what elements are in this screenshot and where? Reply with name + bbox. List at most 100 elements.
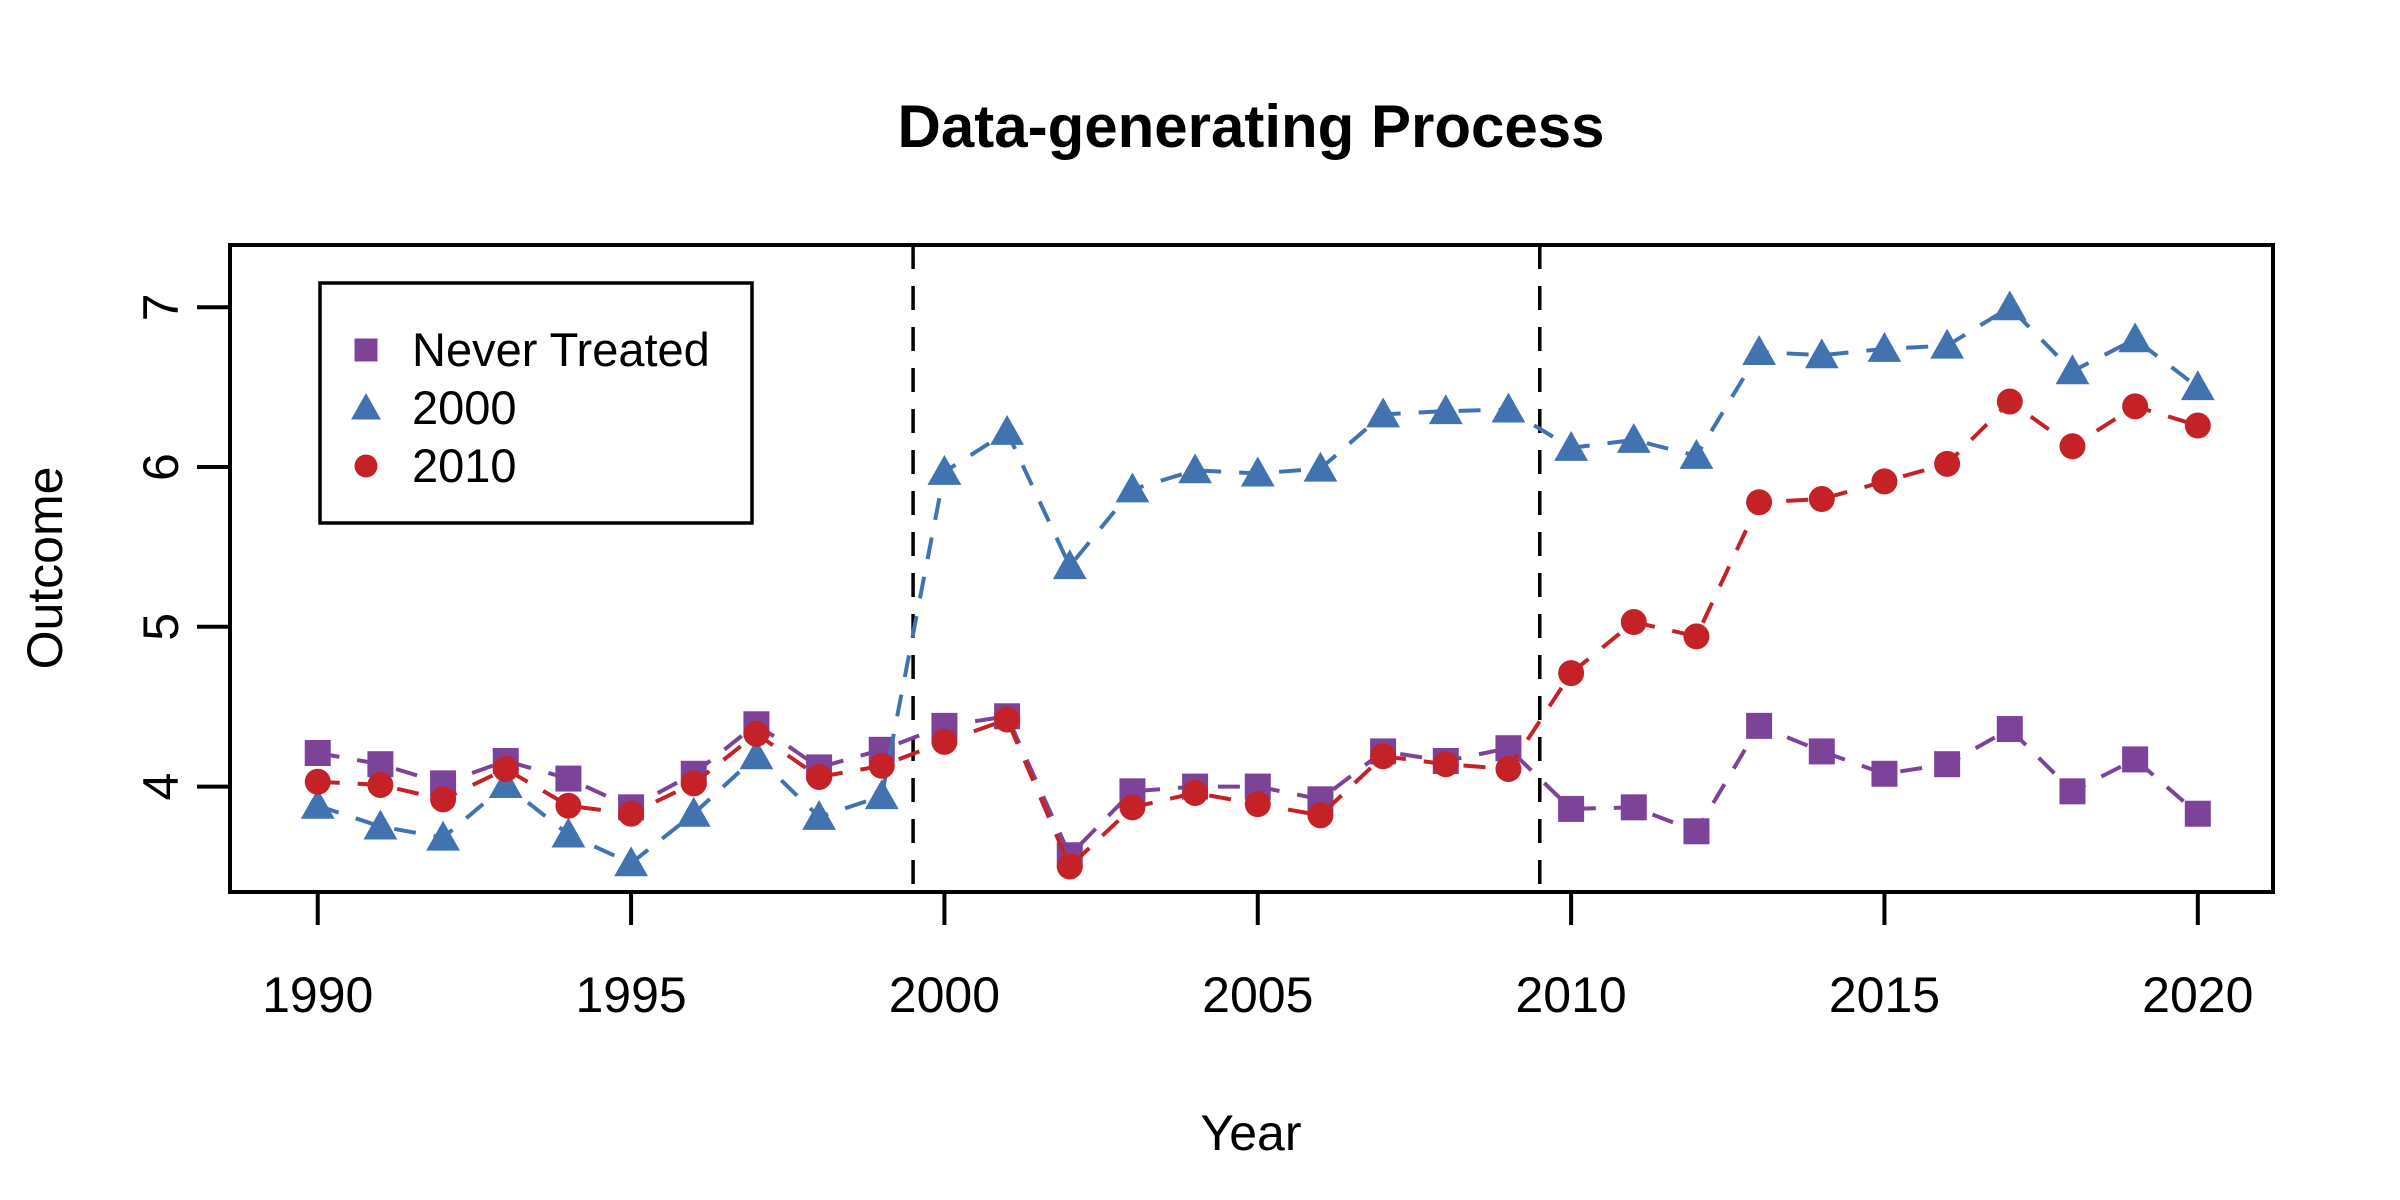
data-point-marker [1495,755,1522,782]
chart-title: Data-generating Process [898,93,1605,160]
data-point-marker [2184,412,2211,439]
x-tick-label: 2010 [1515,967,1626,1023]
data-point-marker [1491,392,1526,423]
data-point-marker [1996,388,2023,415]
data-point-marker [488,768,523,798]
data-point-marker [426,820,460,851]
data-point-marker [300,788,335,819]
data-point-marker [2122,746,2149,773]
data-point-marker [1182,779,1209,806]
legend-item-label: Never Treated [412,323,710,376]
data-point-marker [2059,433,2086,460]
data-point-marker [1679,438,1714,469]
data-point-marker [676,796,711,827]
data-point-marker [802,800,836,830]
data-point-marker [2180,370,2215,401]
data-point-marker [304,740,331,767]
data-point-marker [1432,751,1459,778]
data-point-marker [1558,660,1585,687]
x-tick-label: 2015 [1829,967,1940,1023]
data-point-marker [2059,778,2086,805]
legend-item-label: 2010 [412,439,517,492]
data-point-marker [2184,800,2211,827]
legend-item-never-treated: Never Treated [354,323,710,376]
data-point-marker [990,415,1024,445]
data-point-marker [1554,430,1589,461]
data-point-marker [2122,393,2149,420]
square-legend-icon [354,338,378,362]
data-point-marker [1808,738,1835,765]
y-tick-label: 5 [133,613,189,641]
data-point-marker [614,846,648,877]
data-point-marker [555,765,582,792]
data-point-marker [806,763,833,790]
data-point-marker [1746,489,1773,516]
x-tick-label: 2000 [889,967,1000,1023]
data-point-marker [1742,335,1777,366]
x-axis-label: Year [1200,1105,1301,1161]
data-point-marker [864,779,899,810]
data-point-marker [927,454,962,485]
data-point-marker [1370,743,1397,770]
x-tick-label: 2020 [2142,967,2253,1023]
data-point-marker [1303,451,1338,482]
data-point-marker [618,800,645,827]
y-axis-label: Outcome [17,467,73,670]
data-point-marker [1930,328,1965,359]
data-point-marker [1620,609,1647,636]
plot-area: 1990 1995 2000 2005 2010 2015 2020 4 5 6 7 [133,243,2275,1023]
x-tick-label: 2005 [1202,967,1313,1023]
data-point-marker [1683,623,1710,650]
series-2010 [304,388,2211,880]
data-point-marker [1683,818,1710,845]
legend-item-label: 2000 [412,381,517,434]
data-point-marker [994,706,1021,733]
data-point-marker [743,720,770,747]
y-tick-label: 6 [133,453,189,481]
data-point-marker [1244,791,1271,818]
plot-box [228,243,2275,894]
data-point-marker [492,755,519,782]
legend-box [318,281,754,525]
data-point-marker [1052,549,1087,580]
data-point-marker [1996,716,2023,743]
series-2000 [300,290,2215,877]
data-point-marker [1178,453,1212,484]
data-point-marker [551,817,586,848]
legend-item-2000: 2000 [351,381,517,434]
data-point-marker [555,792,582,819]
data-point-marker [1934,751,1961,778]
data-point-marker [1240,456,1275,487]
data-point-marker [1808,486,1835,513]
data-point-marker [1746,712,1773,739]
data-point-marker [2118,322,2153,353]
data-point-marker [304,768,331,795]
data-point-marker [2055,354,2090,385]
data-point-marker [1620,794,1647,821]
data-point-marker [363,809,398,840]
data-point-marker [1992,290,2027,321]
data-point-marker [1056,853,1083,880]
triangle-legend-icon [351,393,381,420]
data-point-marker [1616,422,1651,453]
circle-legend-icon [354,454,378,478]
data-point-marker [931,728,958,755]
data-point-marker [1867,331,1902,362]
data-point-marker [430,786,457,813]
data-point-marker [1871,468,1898,495]
data-point-marker [1934,450,1961,477]
data-point-marker [1115,472,1150,503]
data-point-marker [680,770,707,797]
x-tick-label: 1995 [575,967,686,1023]
data-point-marker [1428,394,1463,425]
data-point-marker [739,739,774,770]
y-axis: 4 5 6 7 [133,293,230,800]
data-point-marker [1307,802,1334,829]
data-point-marker [1558,795,1585,822]
y-tick-label: 4 [133,773,189,801]
data-point-marker [1119,794,1146,821]
legend-item-2010: 2010 [354,439,517,492]
